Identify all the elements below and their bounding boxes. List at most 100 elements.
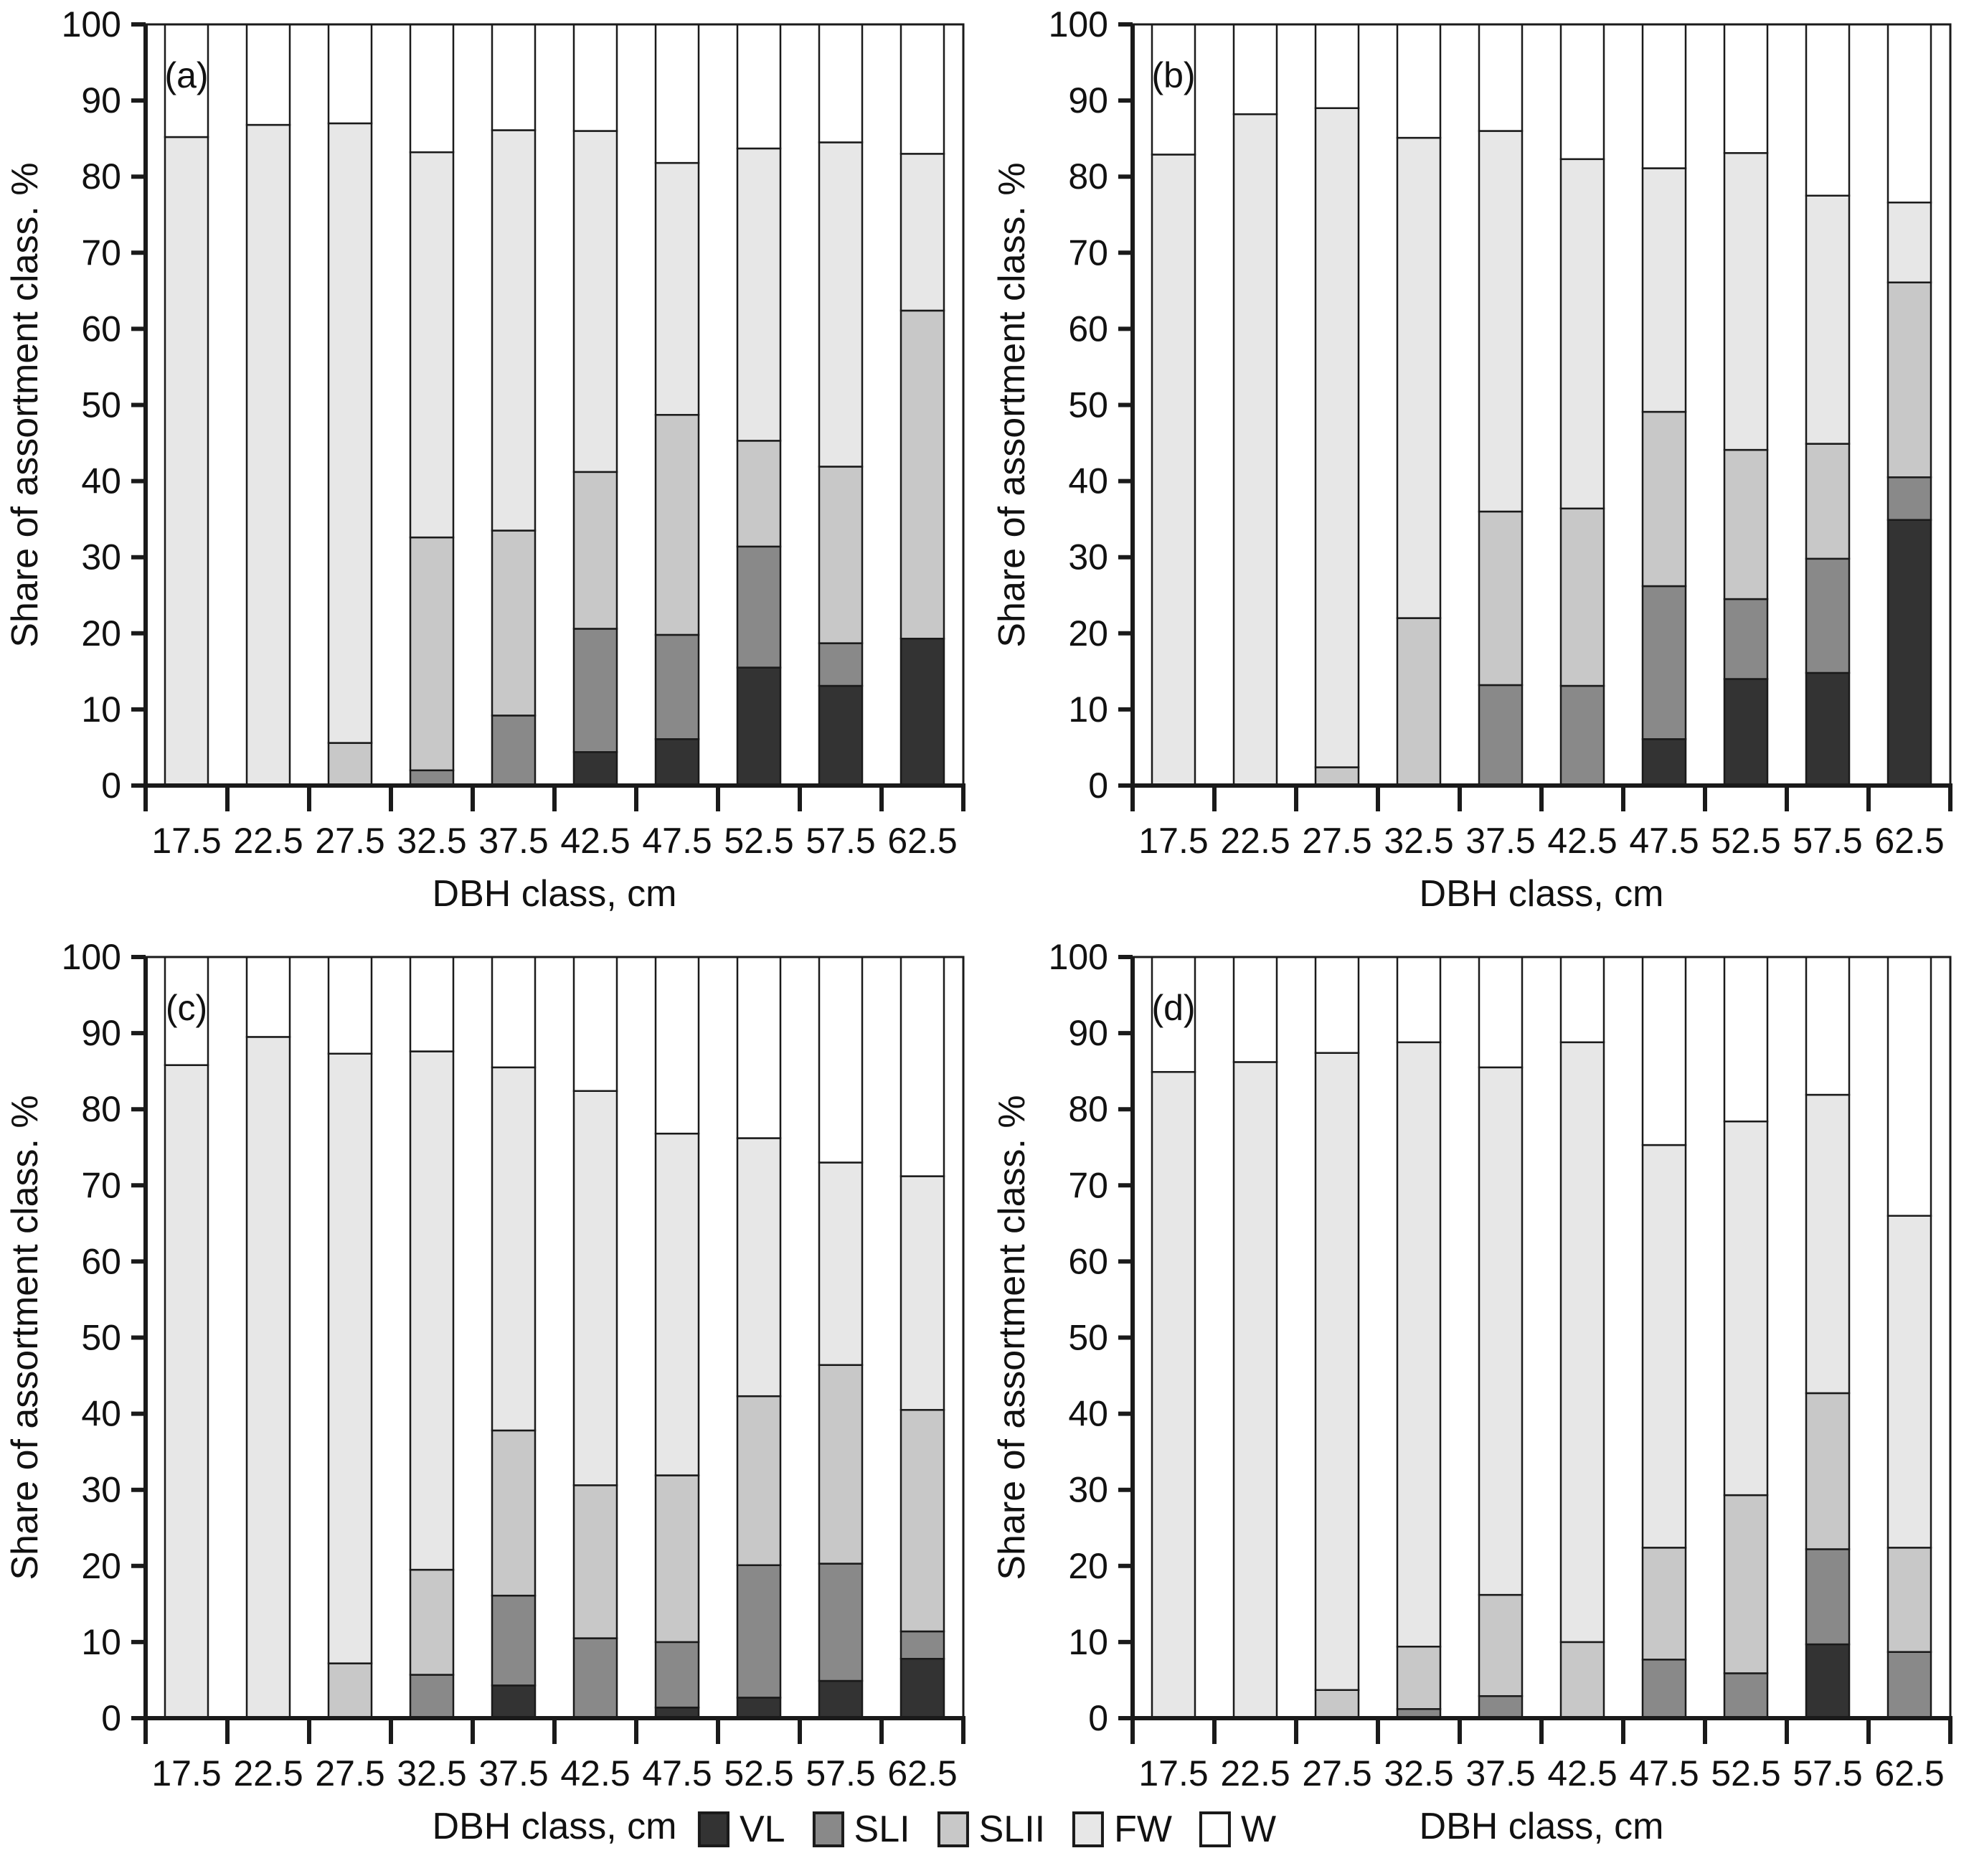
x-tick-label: 52.5: [724, 821, 793, 861]
bar-segment-w-22.5: [245, 23, 291, 126]
bar-segment-sli-57.5: [818, 1562, 864, 1682]
bar-segment-slii-62.5: [899, 309, 945, 640]
y-tick-label: 20: [81, 1546, 121, 1586]
panel-letter: (a): [164, 55, 208, 95]
bar-segment-w-47.5: [654, 956, 700, 1135]
bar-segment-w-32.5: [1396, 23, 1442, 139]
bar-segment-fw-32.5: [409, 1050, 455, 1571]
x-tick-label: 42.5: [560, 1753, 630, 1793]
bar-segment-vl-57.5: [1805, 1643, 1851, 1720]
bar-segment-sli-47.5: [654, 633, 700, 740]
bar-segment-fw-47.5: [654, 161, 700, 416]
bar-segment-w-27.5: [327, 23, 373, 125]
bar-segment-slii-62.5: [899, 1409, 945, 1633]
legend-swatch-sli: [812, 1811, 844, 1847]
bar-segment-w-57.5: [818, 956, 864, 1164]
bar-segment-fw-52.5: [1723, 152, 1769, 451]
bar-segment-w-62.5: [1886, 956, 1932, 1217]
bar-segment-sli-37.5: [491, 715, 537, 787]
bar-segment-fw-37.5: [1478, 130, 1524, 513]
bar-segment-sli-42.5: [572, 628, 618, 753]
bar-segment-w-42.5: [572, 956, 618, 1092]
bar-segment-sli-47.5: [1641, 585, 1687, 740]
bar-segment-slii-42.5: [1559, 1641, 1605, 1720]
bar-segment-w-42.5: [572, 23, 618, 132]
bar-segment-w-57.5: [1805, 956, 1851, 1096]
y-axis-title: Share of assortment class. %: [4, 162, 46, 647]
x-tick-label: 57.5: [806, 1753, 875, 1793]
legend-item-slii: SLII: [937, 1811, 1045, 1848]
bar-segment-vl-42.5: [572, 751, 618, 787]
y-tick-label: 0: [1088, 1698, 1108, 1738]
bar-segment-w-47.5: [654, 23, 700, 164]
bar-segment-sli-52.5: [736, 1564, 782, 1699]
x-tick-label: 47.5: [1629, 1753, 1699, 1793]
x-tick-label: 62.5: [887, 821, 957, 861]
bar-segment-vl-52.5: [736, 666, 782, 787]
panel-letter: (d): [1151, 988, 1195, 1028]
y-tick-label: 10: [1068, 1622, 1108, 1662]
bar-segment-slii-47.5: [1641, 410, 1687, 588]
bar-segment-slii-32.5: [409, 536, 455, 772]
y-tick-label: 50: [81, 1318, 121, 1358]
bar-segment-sli-42.5: [572, 1637, 618, 1720]
x-tick-label: 62.5: [887, 1753, 957, 1793]
bar-segment-fw-17.5: [164, 136, 209, 787]
y-tick-label: 60: [1068, 1241, 1108, 1281]
bar-segment-vl-47.5: [1641, 738, 1687, 787]
y-tick-label: 50: [1068, 385, 1108, 425]
y-tick-label: 80: [1068, 1089, 1108, 1129]
bar-segment-fw-42.5: [1559, 1041, 1605, 1644]
bar-segment-sli-32.5: [409, 769, 455, 787]
bar-segment-sli-37.5: [1478, 1694, 1524, 1720]
bar-segment-sli-52.5: [736, 545, 782, 669]
bar-segment-slii-62.5: [1886, 1547, 1932, 1653]
y-tick-label: 0: [1088, 765, 1108, 806]
x-tick-label: 32.5: [397, 1753, 466, 1793]
bar-segment-fw-37.5: [491, 1066, 537, 1432]
legend-swatch-w: [1199, 1811, 1231, 1847]
x-tick-label: 37.5: [1465, 1753, 1535, 1793]
bar-segment-slii-37.5: [491, 529, 537, 717]
bar-segment-slii-57.5: [818, 1364, 864, 1565]
bar-segment-sli-57.5: [1805, 557, 1851, 674]
bar-segment-w-27.5: [327, 956, 373, 1055]
bar-segment-vl-57.5: [818, 1679, 864, 1720]
bar-segment-w-27.5: [1314, 956, 1360, 1054]
bar-segment-fw-52.5: [736, 1137, 782, 1397]
bar-segment-w-22.5: [1232, 956, 1278, 1063]
panel-c-chart: 0 10 20 30 40 50 60 70 80 90 100 17.5 22.5 27.5 32.5 37…: [4, 937, 965, 1847]
y-tick-label: 80: [81, 156, 121, 197]
legend-label: SLI: [854, 1809, 910, 1850]
y-tick-label: 60: [81, 308, 121, 349]
bar-segment-slii-37.5: [1478, 510, 1524, 687]
bar-segment-w-57.5: [818, 23, 864, 143]
bar-segment-fw-62.5: [1886, 202, 1932, 283]
y-tick-label: 20: [81, 613, 121, 654]
x-axis-title: DBH class, cm: [1420, 1806, 1664, 1847]
bar-segment-fw-27.5: [1314, 107, 1360, 768]
bar-segment-slii-27.5: [327, 742, 373, 787]
bar-segment-sli-52.5: [1723, 1672, 1769, 1720]
bar-segment-slii-57.5: [818, 466, 864, 644]
y-tick-label: 30: [1068, 1470, 1108, 1510]
y-tick-label: 50: [81, 385, 121, 425]
bar-segment-slii-32.5: [1396, 1646, 1442, 1710]
x-axis-title: DBH class, cm: [433, 873, 677, 915]
bar-segment-w-62.5: [1886, 23, 1932, 204]
bar-segment-slii-27.5: [327, 1662, 373, 1720]
bar-segment-slii-52.5: [1723, 1494, 1769, 1674]
bar-segment-fw-22.5: [245, 1036, 291, 1720]
bar-segment-fw-62.5: [899, 153, 945, 312]
y-tick-label: 90: [1068, 1013, 1108, 1053]
bar-segment-fw-27.5: [327, 122, 373, 744]
y-tick-label: 10: [81, 1622, 121, 1662]
bar-segment-w-42.5: [1559, 23, 1605, 161]
bar-segment-w-27.5: [1314, 23, 1360, 109]
y-tick-label: 70: [1068, 1165, 1108, 1205]
panel-letter: (b): [1151, 55, 1195, 95]
bar-segment-sli-62.5: [899, 1630, 945, 1660]
bar-segment-fw-17.5: [1151, 1070, 1196, 1720]
x-tick-label: 47.5: [642, 1753, 712, 1793]
bar-segment-w-52.5: [736, 956, 782, 1139]
